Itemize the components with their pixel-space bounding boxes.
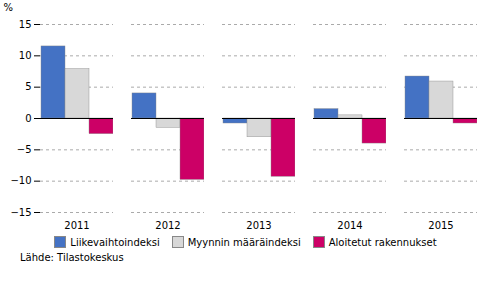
svg-text:%: % <box>4 2 14 13</box>
html-text:Aloitetut rakennukset: Aloitetut rakennukset <box>328 236 437 248</box>
svg-text:15: 15 <box>19 19 32 30</box>
svg-text:2013: 2013 <box>246 220 271 231</box>
svg-text:2014: 2014 <box>337 220 362 231</box>
svg-text:10: 10 <box>19 50 32 61</box>
svg-text:−5: −5 <box>17 144 32 155</box>
svg-text:2012: 2012 <box>155 220 180 231</box>
html-text:Lähde: Tilastokeskus: Lähde: Tilastokeskus <box>20 252 124 263</box>
html-text:Myynnin määräindeksi: Myynnin määräindeksi <box>187 236 301 248</box>
svg-text:−10: −10 <box>10 175 31 186</box>
svg-text:5: 5 <box>25 81 31 92</box>
svg-text:2011: 2011 <box>64 220 89 231</box>
html-text:Liikevaihtoindeksi: Liikevaihtoindeksi <box>70 236 160 248</box>
svg-text:−15: −15 <box>10 207 31 218</box>
svg-text:0: 0 <box>25 113 31 124</box>
svg-text:2015: 2015 <box>428 220 453 231</box>
